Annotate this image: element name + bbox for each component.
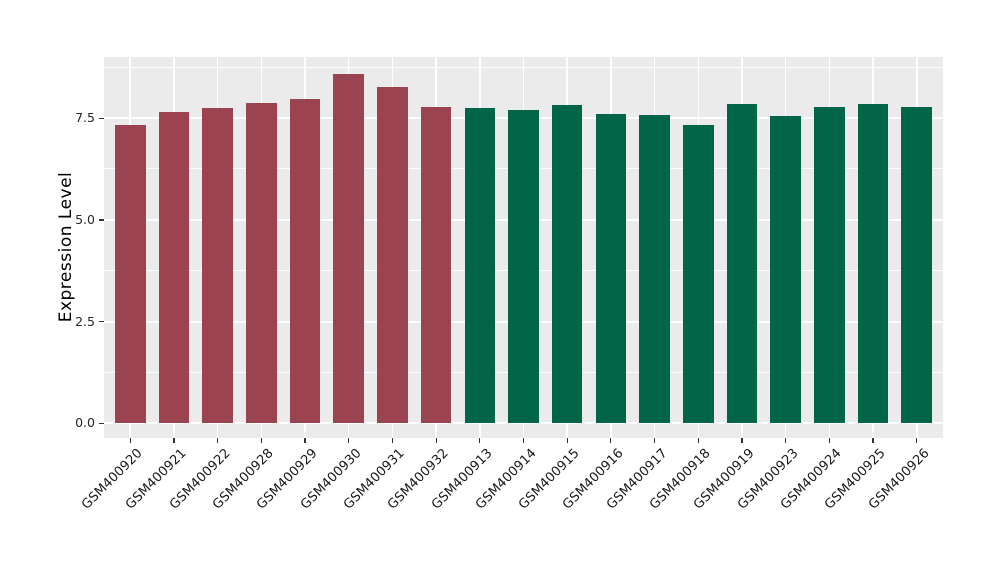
y-axis-title: Expression Level (56, 171, 76, 323)
x-tick-mark (435, 438, 437, 443)
y-tick-mark (99, 117, 104, 119)
bar-GSM400918 (682, 124, 714, 424)
bar-GSM400930 (333, 73, 364, 424)
x-tick-mark (916, 438, 918, 443)
y-tick-label: 2.5 (75, 313, 95, 329)
x-tick-mark (741, 438, 743, 443)
bar-GSM400924 (814, 107, 845, 424)
bar-GSM400917 (639, 114, 670, 424)
bar-GSM400914 (508, 109, 539, 424)
bar-GSM400926 (901, 107, 933, 424)
x-tick-mark (348, 438, 350, 443)
x-tick-mark (479, 438, 481, 443)
x-tick-mark (610, 438, 612, 443)
bar-GSM400920 (114, 124, 146, 424)
bar-GSM400932 (420, 107, 452, 424)
y-tick-mark (99, 422, 104, 425)
x-tick-mark (566, 438, 568, 443)
bar-GSM400923 (770, 116, 801, 424)
bar-GSM400929 (289, 98, 321, 424)
y-tick-mark (99, 219, 104, 221)
x-tick-mark (129, 438, 131, 443)
x-tick-mark (697, 438, 699, 443)
x-tick-mark (872, 438, 874, 443)
x-tick-mark (785, 438, 787, 443)
y-tick-label: 0.0 (75, 415, 95, 431)
x-tick-mark (173, 438, 175, 443)
bar-GSM400913 (464, 108, 496, 424)
y-tick-mark (99, 321, 104, 323)
x-tick-mark (828, 438, 830, 443)
bar-GSM400915 (551, 104, 583, 424)
y-tick-label: 7.5 (75, 110, 95, 126)
bar-GSM400921 (158, 111, 190, 424)
bar-GSM400916 (595, 113, 627, 424)
x-tick-mark (217, 438, 219, 443)
y-tick-label: 5.0 (75, 211, 95, 227)
x-tick-mark (653, 438, 656, 443)
bar-GSM400925 (857, 104, 889, 424)
plot-area (104, 57, 943, 438)
x-tick-mark (304, 438, 306, 443)
bar-GSM400919 (726, 104, 758, 424)
x-tick-mark (391, 438, 393, 443)
x-tick-mark (522, 438, 525, 443)
x-tick-mark (260, 438, 262, 443)
bar-GSM400928 (246, 103, 277, 424)
bar-GSM400922 (202, 108, 233, 424)
bar-GSM400931 (377, 86, 408, 424)
